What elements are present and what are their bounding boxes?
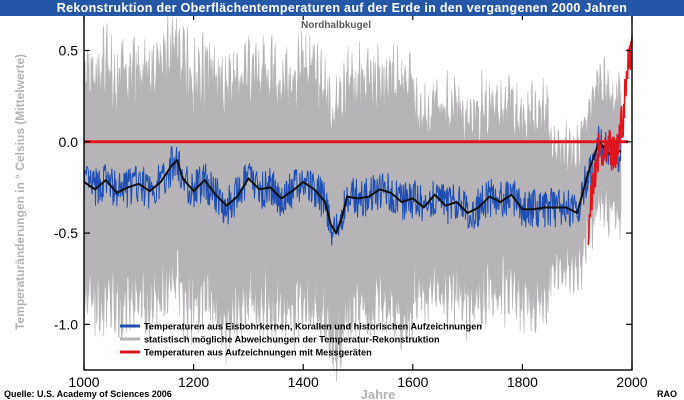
smooth-mean-line <box>83 140 622 235</box>
reconstruction-series <box>83 125 622 246</box>
y-tick-label: -0.5 <box>54 225 78 241</box>
legend-label: Temperaturen aus Eisbohrkernen, Korallen… <box>144 322 482 332</box>
x-tick-label: 1200 <box>178 374 209 390</box>
x-tick-label: 1600 <box>397 374 428 390</box>
chart-subtitle: Nordhalbkugel <box>301 20 371 31</box>
y-axis-label: Temperaturänderungen in ° Celsius (Mitte… <box>13 54 27 330</box>
y-tick-label: 0.0 <box>59 134 79 150</box>
x-tick-label: 1800 <box>507 374 538 390</box>
page-title: Rekonstruktion der Oberflächentemperatur… <box>56 1 628 15</box>
smooth-line-layer <box>83 140 622 235</box>
y-tick-label: -1.0 <box>54 316 78 332</box>
legend-label: statistisch mögliche Abweichungen der Te… <box>144 335 440 345</box>
x-tick-label: 1000 <box>68 374 99 390</box>
title-bar: Rekonstruktion der Oberflächentemperatur… <box>0 0 684 16</box>
legend: Temperaturen aus Eisbohrkernen, Korallen… <box>120 322 482 358</box>
legend-label: Temperaturen aus Aufzeichnungen mit Mess… <box>144 348 372 358</box>
y-tick-label: 0.5 <box>59 43 79 59</box>
x-tick-label: 1400 <box>288 374 319 390</box>
source-credit: Quelle: U.S. Academy of Sciences 2006 <box>4 389 172 399</box>
instrumental-layer <box>587 36 633 245</box>
x-axis-label: Jahre <box>361 387 396 400</box>
instrumental-series <box>587 36 633 245</box>
author-credit: RAO <box>657 389 677 399</box>
reconstruction-layer <box>83 125 622 246</box>
x-tick-label: 2000 <box>616 374 647 390</box>
axis-layer: 1000 1200 1400 1600 1800 2000 0.5 0.0 -0.5 -1.0 <box>54 14 648 390</box>
